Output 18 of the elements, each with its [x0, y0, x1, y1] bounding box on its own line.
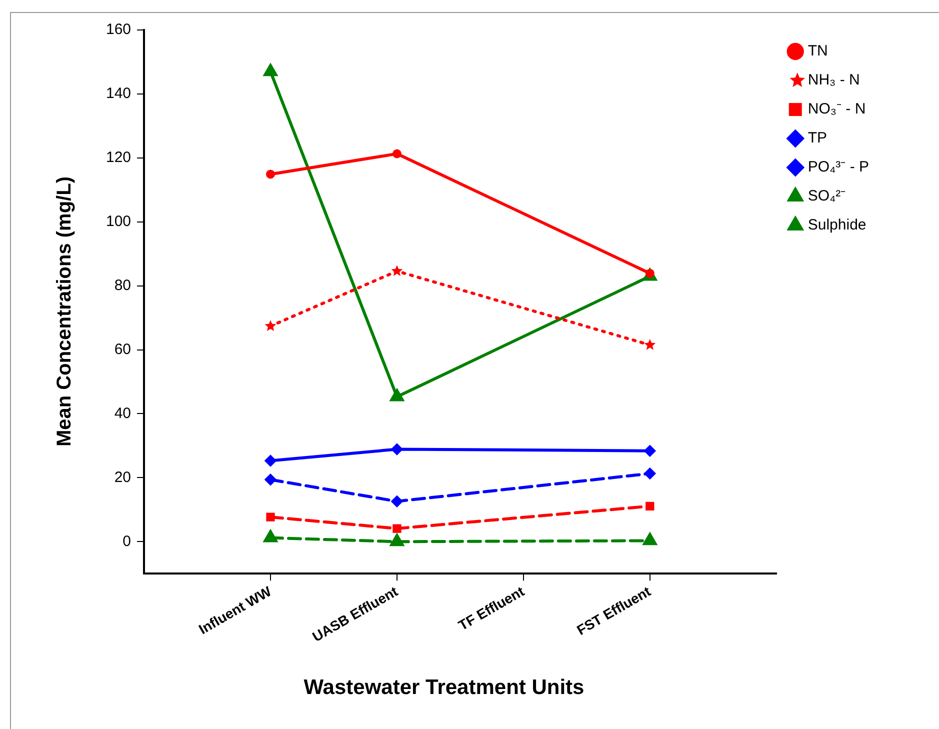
legend-label: PO₄³⁻ - P	[808, 158, 870, 176]
y-tick-label: 60	[114, 340, 132, 358]
y-tick-label: 120	[106, 149, 132, 166]
legend-label: Sulphide	[808, 216, 866, 234]
y-tick-label: 20	[114, 468, 132, 486]
legend-label: SO₄²⁻	[808, 188, 846, 205]
y-tick-label: 100	[106, 213, 132, 230]
legend-label: TP	[808, 130, 828, 147]
y-tick-label: 160	[106, 21, 132, 38]
y-tick-label: 40	[114, 404, 132, 422]
legend-label: NO₃⁻ - N	[808, 100, 866, 118]
x-axis-title: Wastewater Treatment Units	[302, 676, 586, 700]
y-tick-label: 140	[106, 85, 132, 102]
y-tick-label: 0	[122, 532, 132, 550]
y-tick-label: 80	[114, 276, 132, 294]
legend-label: NH₃ - N	[808, 72, 860, 89]
legend-label: TN	[808, 42, 828, 60]
y-axis-title: Mean Concentrations (mg/L)	[54, 176, 76, 449]
